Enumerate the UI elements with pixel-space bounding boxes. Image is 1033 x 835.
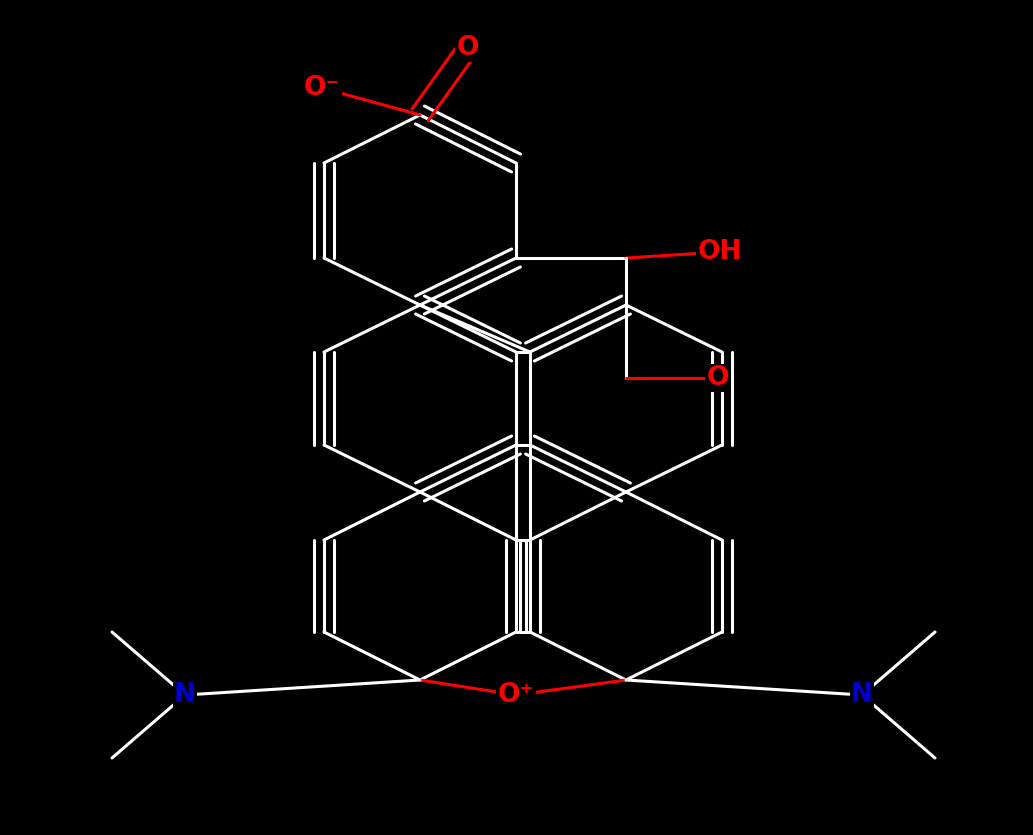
Text: N: N xyxy=(174,682,196,708)
Text: O⁻: O⁻ xyxy=(304,75,340,101)
Text: OH: OH xyxy=(697,239,743,265)
Text: O⁺: O⁺ xyxy=(498,682,534,708)
Text: O: O xyxy=(707,365,729,391)
Text: N: N xyxy=(851,682,873,708)
Text: O: O xyxy=(457,35,479,61)
